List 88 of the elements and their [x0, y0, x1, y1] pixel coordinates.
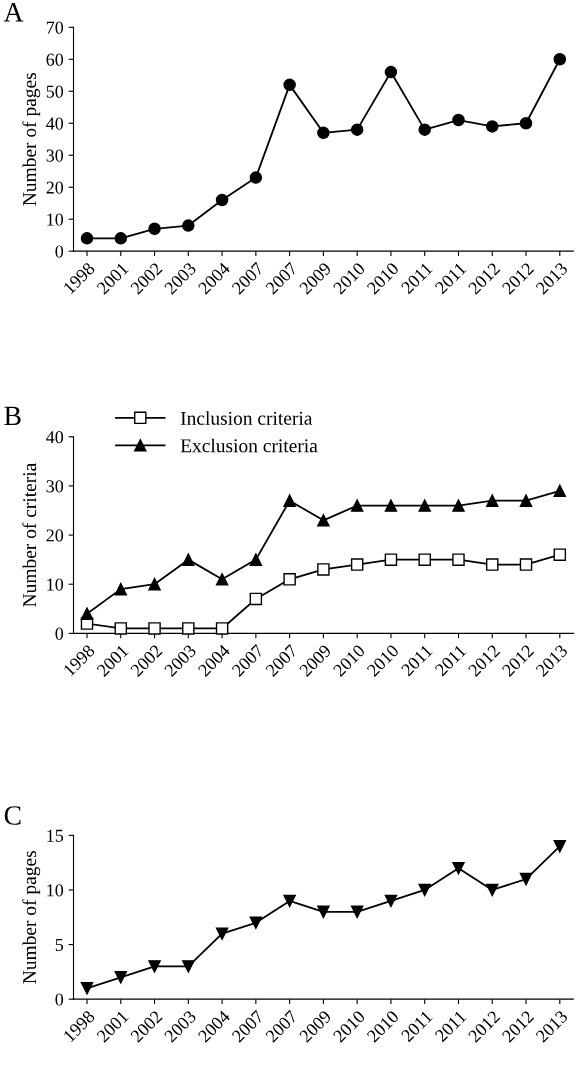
y-tick-label: 5 [55, 939, 64, 952]
y-tick-label: 0 [55, 245, 64, 258]
chart-title: B [4, 406, 21, 426]
point [182, 219, 195, 232]
y-axis-title: Number of criteria [22, 463, 37, 607]
point [148, 222, 161, 236]
point [80, 982, 94, 995]
point [486, 883, 499, 897]
point [384, 499, 398, 512]
x-tick-label: 2011 [400, 1010, 433, 1043]
point [80, 607, 94, 620]
x-tick-label: 2011 [434, 1010, 467, 1043]
legend-label: Inclusion criteria [180, 411, 313, 425]
point [182, 960, 195, 973]
y-tick-label: 20 [46, 529, 64, 542]
point [553, 840, 567, 853]
point [452, 553, 465, 566]
chart-title: C [4, 806, 21, 825]
point [519, 116, 533, 130]
y-tick-label: 60 [46, 53, 64, 66]
y-tick-label: 50 [46, 85, 64, 98]
point [384, 65, 398, 79]
point [452, 861, 465, 875]
y-tick-label: 15 [47, 829, 64, 842]
point [148, 622, 161, 635]
point [148, 960, 161, 973]
point [148, 577, 161, 591]
point [283, 78, 296, 92]
point [486, 120, 499, 133]
point [215, 193, 229, 207]
point [452, 113, 465, 127]
y-tick-label: 40 [46, 117, 64, 130]
point [114, 622, 128, 635]
y-tick-label: 20 [46, 181, 64, 194]
point [418, 499, 431, 512]
point [317, 905, 330, 919]
point [553, 484, 567, 498]
point [350, 499, 364, 512]
point [452, 499, 465, 512]
point [249, 553, 263, 566]
y-tick-label: 0 [55, 627, 64, 640]
point [486, 494, 499, 507]
point [384, 553, 398, 566]
point [283, 494, 296, 507]
point [249, 171, 263, 184]
point [553, 548, 567, 561]
legend-label: Exclusion criteria [180, 438, 318, 453]
point [486, 558, 499, 571]
point [418, 123, 431, 136]
y-tick-label: 10 [47, 884, 64, 897]
x-tick-label: 2011 [400, 262, 433, 295]
point [418, 553, 431, 566]
point [317, 514, 330, 527]
point [317, 563, 330, 576]
y-tick-label: 70 [46, 21, 64, 34]
x-tick-label: 2011 [434, 262, 467, 295]
point [553, 53, 567, 66]
point [249, 916, 263, 929]
y-tick-label: 10 [47, 578, 64, 591]
point [350, 905, 364, 919]
point [114, 582, 128, 596]
y-tick-label: 40 [46, 431, 64, 444]
point [317, 126, 330, 140]
y-axis-title: Number of pages [22, 72, 41, 206]
point [519, 494, 533, 507]
point [114, 232, 128, 245]
point [182, 553, 195, 566]
point [182, 622, 195, 635]
point [283, 894, 296, 908]
y-tick-label: 30 [46, 480, 64, 493]
point [80, 232, 94, 245]
point [249, 592, 263, 606]
chart-title: A [3, 3, 24, 22]
y-tick-label: 10 [47, 213, 64, 226]
point [519, 872, 533, 886]
point [215, 573, 229, 586]
y-tick-label: 30 [46, 149, 64, 162]
point [215, 927, 229, 940]
point [283, 573, 296, 586]
point [350, 123, 364, 136]
point [418, 883, 431, 897]
point [519, 558, 533, 571]
point [384, 894, 398, 908]
y-tick-label: 0 [55, 993, 64, 1006]
point [350, 558, 364, 571]
point [215, 622, 229, 635]
point [114, 971, 128, 984]
y-axis-title: Number of pages [22, 851, 41, 984]
